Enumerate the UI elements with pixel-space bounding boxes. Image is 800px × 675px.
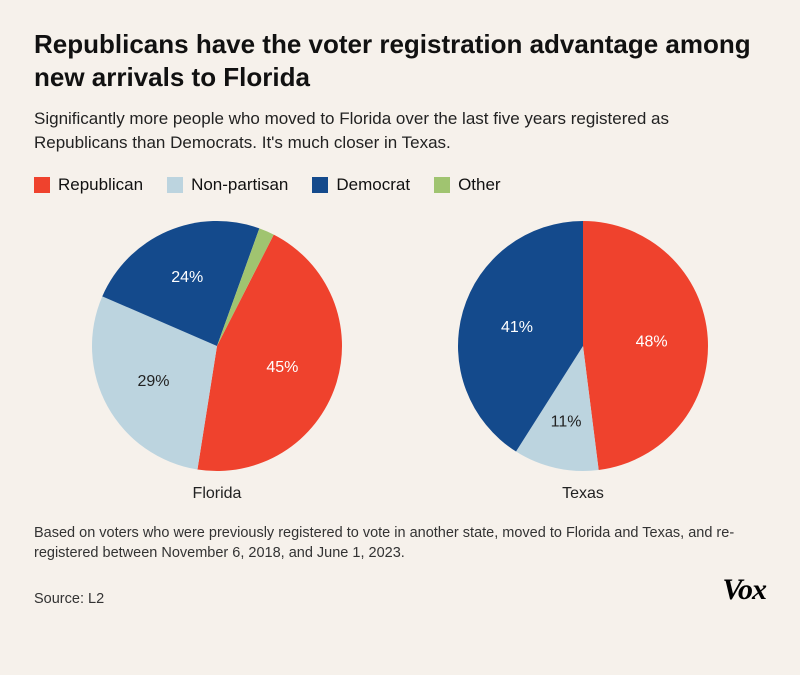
chart-block: 45% 29% 24% Florida	[90, 219, 344, 503]
legend-label: Other	[458, 175, 501, 195]
slice-label: 29%	[137, 373, 169, 390]
slice-label: 24%	[171, 269, 203, 286]
legend-swatch	[167, 177, 183, 193]
footnote: Based on voters who were previously regi…	[34, 523, 766, 564]
chart-label: Texas	[562, 485, 604, 503]
bottom-row: Source: L2 Vox	[34, 573, 766, 607]
slice-label: 41%	[501, 318, 533, 335]
slice-label: 48%	[636, 333, 668, 350]
legend-label: Democrat	[336, 175, 410, 195]
legend: Republican Non-partisan Democrat Other	[34, 175, 766, 195]
legend-label: Republican	[58, 175, 143, 195]
legend-item: Democrat	[312, 175, 410, 195]
slice-label: 11%	[551, 413, 582, 430]
legend-swatch	[34, 177, 50, 193]
page-title: Republicans have the voter registration …	[34, 28, 766, 93]
chart-block: 48% 11% 41% Texas	[456, 219, 710, 503]
legend-item: Non-partisan	[167, 175, 288, 195]
pie-chart: 48% 11% 41%	[456, 219, 710, 473]
vox-logo: Vox	[722, 573, 766, 607]
source-line: Source: L2	[34, 591, 104, 607]
chart-label: Florida	[193, 485, 242, 503]
page-subtitle: Significantly more people who moved to F…	[34, 107, 766, 155]
legend-label: Non-partisan	[191, 175, 288, 195]
legend-swatch	[312, 177, 328, 193]
pie-chart: 45% 29% 24%	[90, 219, 344, 473]
legend-item: Other	[434, 175, 501, 195]
legend-item: Republican	[34, 175, 143, 195]
slice-label: 45%	[266, 359, 298, 376]
charts-row: 45% 29% 24% Florida 48% 11% 41% Texas	[34, 219, 766, 503]
legend-swatch	[434, 177, 450, 193]
